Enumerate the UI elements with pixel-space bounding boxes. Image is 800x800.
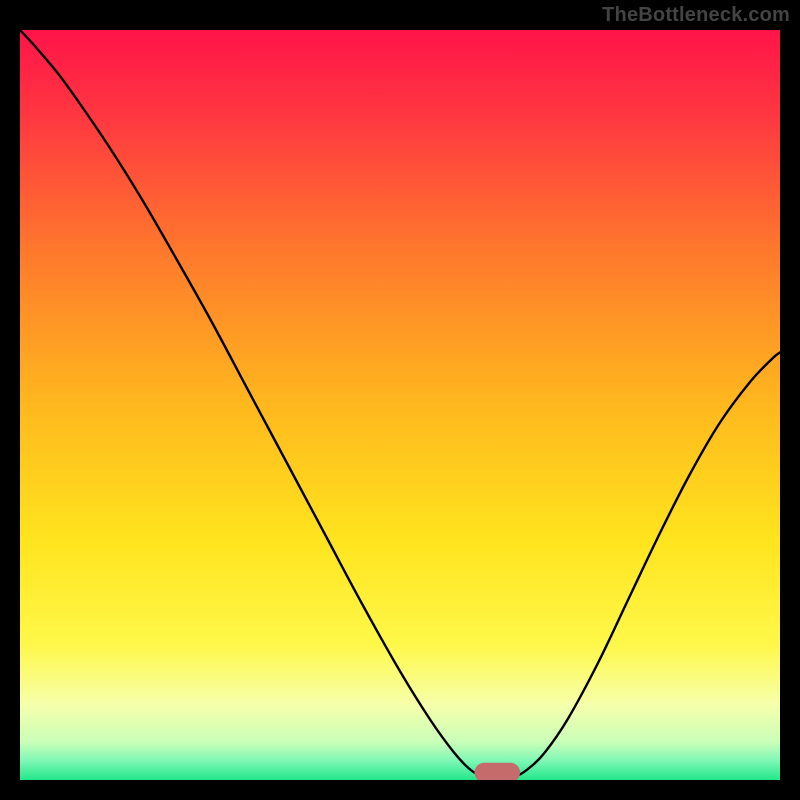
line-chart-svg	[20, 30, 780, 780]
chart-frame: TheBottleneck.com	[0, 0, 800, 800]
plot-area	[20, 30, 780, 780]
watermark-text: TheBottleneck.com	[602, 4, 790, 27]
optimal-marker	[474, 763, 520, 780]
plot-background	[20, 30, 780, 780]
